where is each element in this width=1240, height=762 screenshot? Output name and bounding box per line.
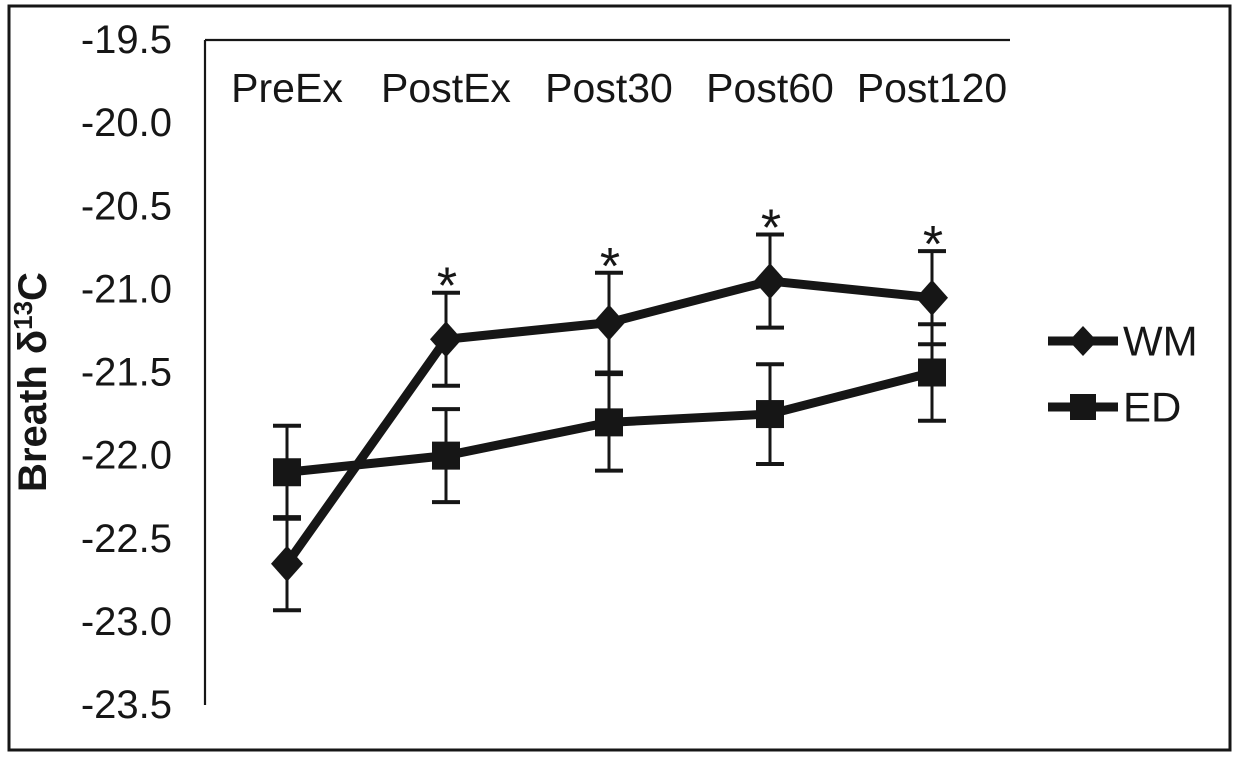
marker-diamond-wm-1 — [430, 321, 462, 358]
x-category-label: Post120 — [857, 65, 1007, 111]
significance-asterisk: * — [761, 200, 781, 258]
marker-square-ed-3 — [756, 400, 784, 429]
y-tick-label: -23.0 — [81, 600, 172, 644]
marker-square-ed-1 — [432, 441, 460, 470]
y-tick-label: -22.5 — [81, 517, 172, 561]
significance-asterisk: * — [437, 258, 457, 316]
legend-item-wm: WM — [1048, 318, 1198, 365]
legend-diamond-marker — [1069, 326, 1097, 356]
x-category-label: PostEx — [381, 65, 511, 111]
figure-border — [7, 4, 1232, 752]
legend-label-ed: ED — [1123, 384, 1181, 431]
y-tick-label: -23.5 — [81, 683, 172, 727]
y-tick-label: -20.5 — [81, 184, 172, 228]
legend: WM ED — [1048, 318, 1198, 431]
legend-square-marker — [1070, 394, 1096, 420]
y-tick-label: -21.5 — [81, 351, 172, 395]
y-axis-title: Breath δ13C — [8, 272, 55, 492]
significance-asterisk: * — [600, 238, 620, 296]
series-wm: * * * * — [271, 200, 948, 613]
legend-label-wm: WM — [1123, 318, 1198, 365]
x-category-labels: PreEx PostEx Post30 Post60 Post120 — [231, 65, 1007, 111]
x-category-label: Post60 — [706, 65, 834, 111]
marker-diamond-wm-2 — [593, 304, 625, 341]
marker-square-ed-2 — [595, 408, 623, 437]
marker-diamond-wm-0 — [271, 545, 303, 582]
y-tick-label: -22.0 — [81, 434, 172, 478]
y-axis-title-text: Breath δ13C — [8, 272, 55, 492]
legend-item-ed: ED — [1048, 384, 1181, 431]
x-category-label: PreEx — [231, 65, 343, 111]
marker-diamond-wm-3 — [754, 263, 786, 300]
x-category-label: Post30 — [545, 65, 673, 111]
marker-diamond-wm-4 — [916, 279, 948, 316]
marker-square-ed-4 — [918, 358, 946, 387]
y-tick-label: -21.0 — [81, 267, 172, 311]
series-ed — [273, 322, 946, 521]
y-tick-labels: -19.5 -20.0 -20.5 -21.0 -21.5 -22.0 -22.5 -23.0… — [81, 18, 172, 727]
significance-asterisk: * — [923, 216, 943, 274]
y-tick-label: -19.5 — [81, 18, 172, 62]
y-tick-label: -20.0 — [81, 101, 172, 145]
marker-square-ed-0 — [273, 458, 301, 487]
